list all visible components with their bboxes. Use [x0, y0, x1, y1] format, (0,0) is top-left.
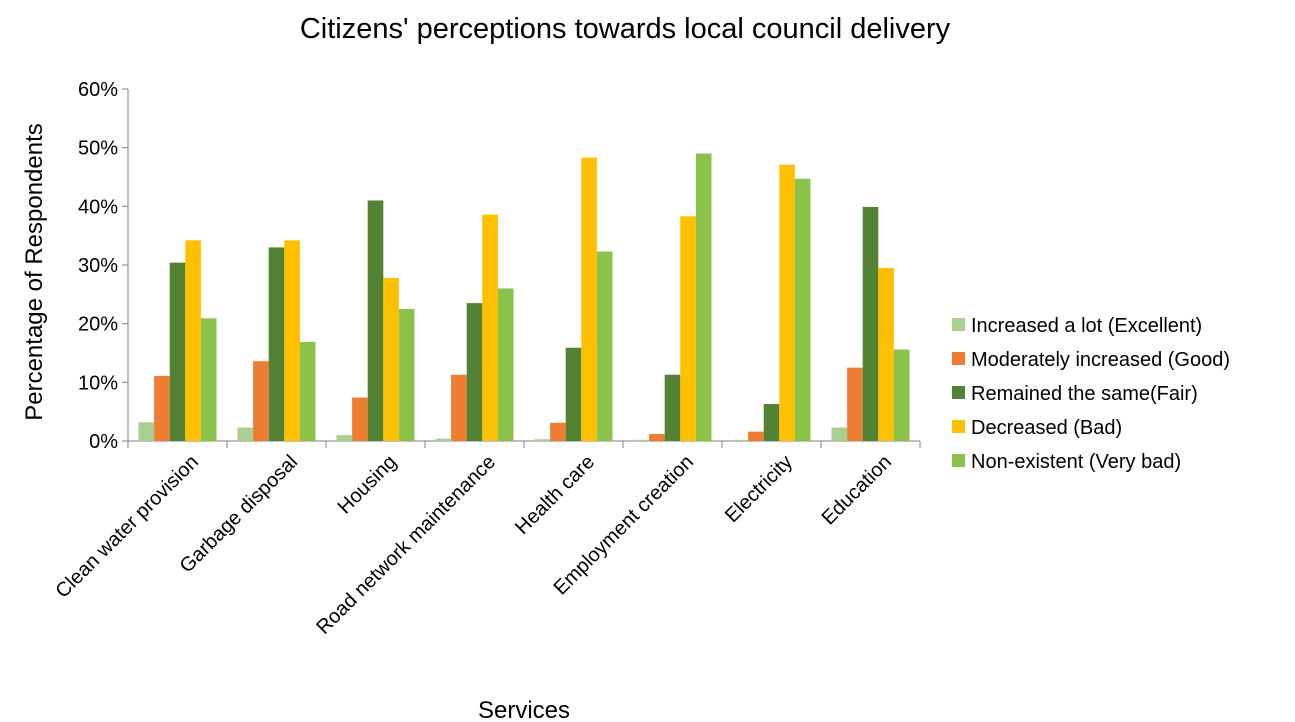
bar — [482, 214, 498, 441]
y-axis: 0% 10% 20% 30% 40% 50% 60% — [78, 79, 129, 453]
bar — [435, 438, 452, 441]
legend-swatch — [952, 386, 965, 399]
bars-group — [138, 153, 910, 442]
legend-swatch — [952, 352, 965, 365]
legend-label: Remained the same(Fair) — [971, 383, 1198, 405]
legend-swatch — [952, 420, 965, 433]
bar — [550, 422, 566, 441]
legend-label: Moderately increased (Good) — [971, 349, 1230, 371]
bar — [779, 164, 795, 441]
y-tick-label: 40% — [78, 196, 118, 218]
category-label: Clean water provision — [51, 451, 203, 603]
bar — [367, 200, 384, 441]
bar — [497, 288, 514, 441]
y-tick-label: 30% — [78, 255, 118, 277]
x-axis-title: Services — [478, 697, 570, 722]
bar — [596, 251, 613, 441]
bar — [695, 153, 712, 442]
y-tick-label: 10% — [78, 372, 118, 394]
bar — [862, 206, 879, 441]
category-label: Education — [818, 451, 896, 529]
bar — [534, 439, 551, 441]
legend-swatch — [952, 454, 965, 467]
category-label: Road network maintenance — [312, 451, 500, 639]
bar — [237, 427, 254, 441]
bar — [284, 240, 300, 441]
bar — [451, 374, 467, 441]
bar — [383, 277, 399, 441]
legend-swatch — [952, 318, 965, 331]
y-tick-label: 20% — [78, 314, 118, 336]
category-label: Electricity — [721, 451, 797, 527]
bar — [352, 397, 368, 441]
bar — [831, 427, 848, 441]
category-label: Health care — [511, 451, 599, 539]
legend-label: Decreased (Bad) — [971, 417, 1122, 439]
bar — [185, 240, 201, 441]
y-tick-label: 0% — [89, 431, 118, 453]
bar — [649, 433, 665, 441]
bar — [268, 247, 285, 441]
bar — [253, 361, 269, 441]
bar — [664, 374, 681, 441]
bar — [398, 309, 415, 441]
y-tick-label: 50% — [78, 138, 118, 160]
bar — [680, 216, 696, 441]
bar — [565, 347, 582, 441]
bar — [169, 262, 186, 441]
bar — [847, 367, 863, 441]
legend-label: Non-existent (Very bad) — [971, 451, 1181, 473]
bar — [466, 303, 483, 441]
bar — [732, 439, 749, 441]
bar — [763, 404, 780, 441]
bar — [200, 318, 217, 441]
bar — [336, 435, 353, 441]
bar — [138, 422, 155, 441]
bar — [794, 178, 811, 441]
bar — [299, 341, 316, 441]
bar — [893, 349, 910, 441]
y-axis-title: Percentage of Respondents — [21, 123, 48, 421]
bar — [633, 439, 650, 441]
legend: Increased a lot (Excellent) Moderately in… — [952, 315, 1230, 473]
category-label: Housing — [334, 451, 401, 518]
chart-title: Citizens' perceptions towards local coun… — [300, 13, 951, 45]
bar — [878, 267, 894, 441]
bar — [581, 157, 597, 441]
bar — [154, 375, 170, 441]
bar — [748, 431, 764, 441]
legend-label: Increased a lot (Excellent) — [971, 315, 1202, 337]
y-tick-label: 60% — [78, 79, 118, 101]
